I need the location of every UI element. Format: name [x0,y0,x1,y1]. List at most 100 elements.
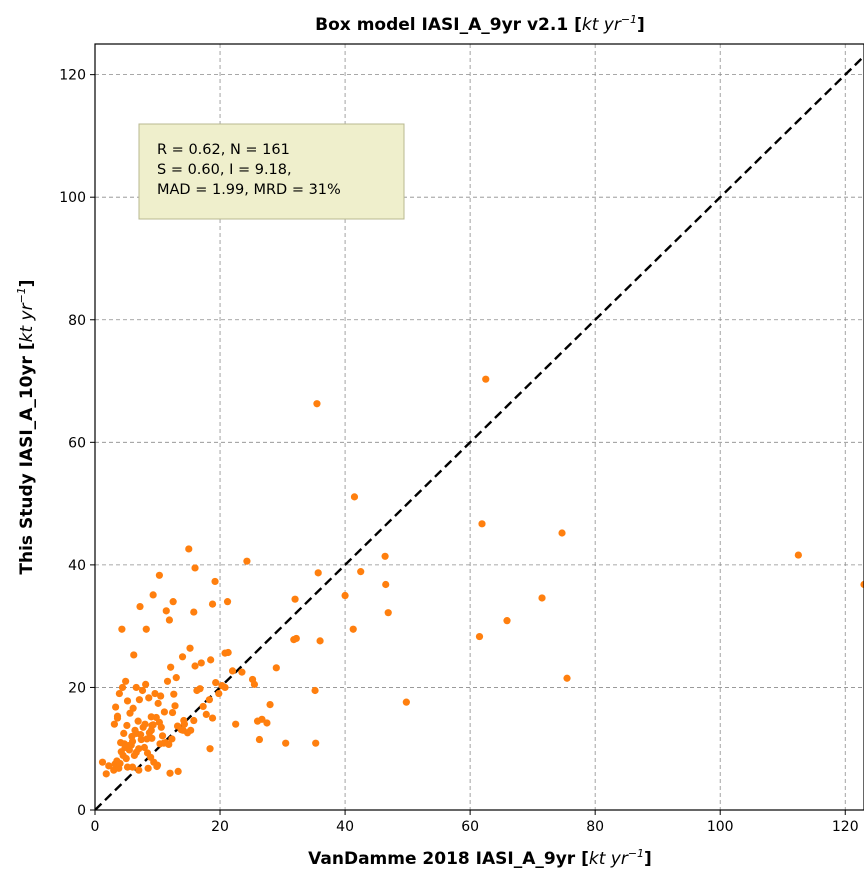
data-point [250,680,259,688]
x-tick-label: 80 [586,819,604,835]
data-point [211,577,219,586]
data-point [141,720,149,728]
data-point [162,607,170,615]
data-point [503,617,511,625]
data-point [221,683,229,692]
x-tick-label: 100 [707,819,734,835]
data-point [105,762,113,770]
data-point [172,674,180,682]
data-point [154,699,162,707]
data-point [163,677,172,685]
data-point [135,766,143,774]
data-point [168,708,177,717]
data-point [129,704,137,712]
data-point [224,648,232,657]
data-point [215,689,223,698]
x-tick-label: 20 [211,819,229,835]
data-point [313,400,321,408]
data-point [167,663,175,671]
data-point [144,764,152,772]
data-point [558,529,566,537]
data-point [98,758,107,766]
data-point [402,698,410,706]
data-point [157,692,165,700]
data-point [168,735,176,743]
data-point [153,761,162,769]
data-point [128,763,137,771]
data-point [113,712,122,720]
data-point [187,726,195,734]
data-point [185,545,193,553]
data-point [341,591,349,600]
data-point [563,674,571,682]
x-tick-label: 120 [832,819,859,835]
data-point [205,696,214,704]
data-point [266,700,274,709]
x-axis-ticks: 0 20 40 60 80 100 120 [91,810,859,835]
data-point [123,697,132,705]
data-point [148,734,156,742]
y-tick-label: 60 [68,435,86,451]
data-point [148,721,156,730]
plot-frame [94,43,864,811]
data-points [98,375,864,778]
y-tick-label: 20 [68,680,86,696]
data-point [102,770,110,778]
data-point [197,659,205,667]
data-point [169,598,177,606]
data-point [137,735,145,744]
data-point [263,719,271,727]
data-point [157,723,165,731]
data-point [538,594,546,602]
data-point [179,726,187,734]
data-point [208,600,217,608]
data-point [238,668,246,676]
y-axis-title-text: This Study IASI_A_10yr [ [17,342,37,574]
data-point [135,696,143,704]
y-tick-label: 40 [68,558,86,574]
data-point [282,739,290,747]
one-to-one-line [95,54,864,810]
y-axis-ticks: 0 20 40 60 80 100 120 [59,68,95,819]
data-point [255,735,264,744]
one-to-one-line-group [95,54,864,810]
data-point [350,493,359,501]
data-point [381,552,389,560]
data-point [142,625,150,633]
y-axis-title-unit: kt yr [17,302,37,342]
data-point [116,759,124,768]
data-point [384,609,392,617]
data-point [482,375,490,383]
data-point [228,667,237,675]
data-point [132,729,140,738]
data-point [223,598,232,606]
data-point [794,551,802,559]
data-point [136,602,144,611]
data-point [190,716,198,725]
data-point [151,689,159,698]
stats-line-1: R = 0.62, N = 161 [157,142,290,158]
x-tick-label: 60 [461,819,479,835]
data-point [191,662,199,670]
data-point [166,769,174,777]
data-point [160,708,168,716]
y-tick-label: 120 [59,68,86,84]
data-point [115,689,123,698]
data-point [311,686,319,695]
data-point [349,625,357,633]
data-point [291,595,299,603]
data-point [138,686,147,695]
x-tick-label: 40 [336,819,354,835]
stats-box-background [138,123,405,220]
y-tick-label: 0 [77,803,86,819]
x-axis-title: VanDamme 2018 IASI_A_9yr [kt yr−1] [308,847,652,869]
data-point [160,739,168,747]
stats-line-2: S = 0.60, I = 9.18, [157,162,292,178]
data-point [357,568,365,576]
data-point [112,703,120,711]
data-point [155,571,163,579]
data-point [110,720,118,728]
data-point [475,632,484,641]
data-point [149,591,157,599]
